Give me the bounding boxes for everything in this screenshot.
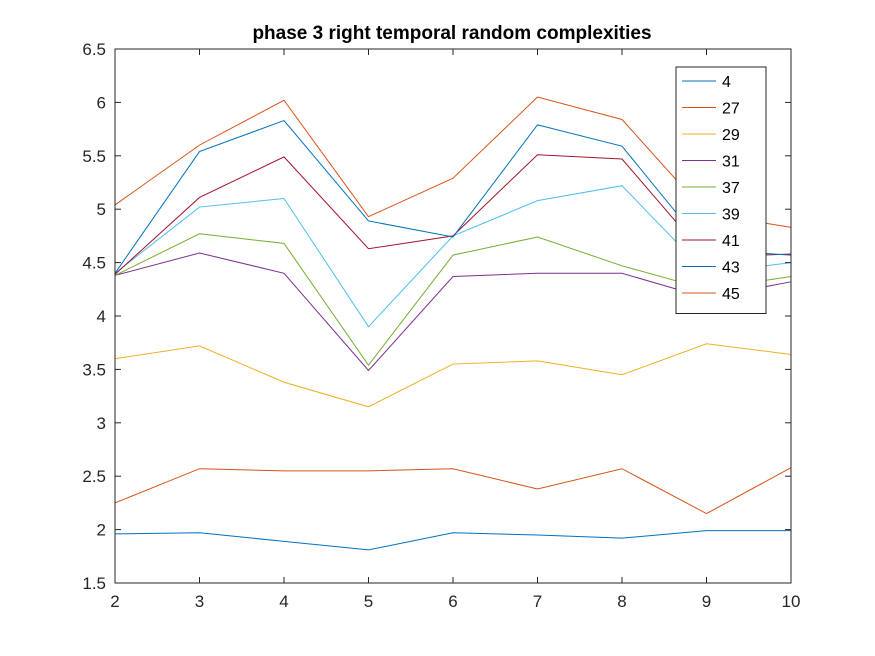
legend-label-4: 4 <box>722 74 731 91</box>
x-tick-label: 7 <box>533 592 542 611</box>
y-tick-label: 6.5 <box>82 40 106 59</box>
legend-box <box>675 66 767 314</box>
y-tick-label: 4.5 <box>82 254 106 273</box>
legend-label-39: 39 <box>722 207 740 224</box>
x-tick-label: 9 <box>702 592 711 611</box>
legend-label-29: 29 <box>722 127 740 144</box>
legend-label-31: 31 <box>722 154 740 171</box>
legend-label-41: 41 <box>722 233 740 250</box>
chart-title: phase 3 right temporal random complexiti… <box>252 23 651 44</box>
y-tick-label: 3.5 <box>82 360 106 379</box>
series-line-29 <box>114 343 792 408</box>
x-tick-label: 6 <box>448 592 457 611</box>
legend: 4 27 29 31 37 39 41 43 45 <box>675 66 767 314</box>
y-tick-label: 2 <box>97 521 106 540</box>
x-tick-label: 4 <box>279 592 288 611</box>
x-tick-label: 10 <box>782 592 801 611</box>
y-tick-label: 2.5 <box>82 467 106 486</box>
y-tick-label: 5.5 <box>82 147 106 166</box>
axis-layer: 2 3 4 5 6 7 8 9 101.522.533.544.555.566.5 <box>82 40 800 611</box>
series-line-27 <box>114 467 792 515</box>
x-tick-label: 5 <box>364 592 373 611</box>
x-tick-label: 2 <box>110 592 119 611</box>
x-tick-label: 3 <box>195 592 204 611</box>
y-tick-label: 6 <box>97 93 106 112</box>
y-tick-label: 3 <box>97 414 106 433</box>
y-tick-label: 5 <box>97 200 106 219</box>
y-tick-label: 4 <box>97 307 106 326</box>
y-tick-label: 1.5 <box>82 574 106 593</box>
legend-label-43: 43 <box>722 260 740 277</box>
x-tick-label: 8 <box>617 592 626 611</box>
series-line-4 <box>114 530 791 551</box>
legend-label-27: 27 <box>722 101 740 118</box>
legend-label-45: 45 <box>722 286 740 303</box>
legend-label-37: 37 <box>722 180 740 197</box>
